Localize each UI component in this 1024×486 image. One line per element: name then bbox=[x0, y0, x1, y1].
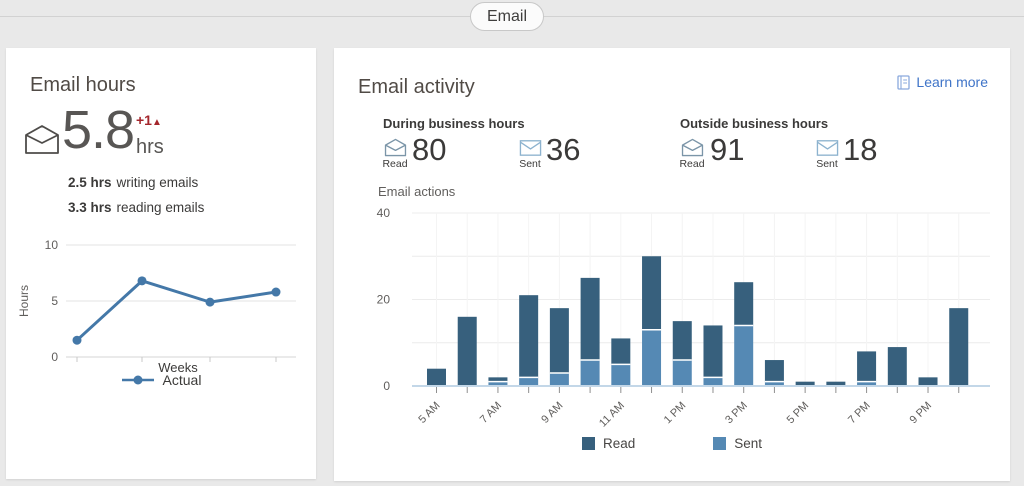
bar-sent bbox=[519, 377, 539, 386]
bar-sent bbox=[488, 381, 508, 386]
delta-up-icon: ▲ bbox=[151, 117, 162, 128]
sent-legend-label: Sent bbox=[734, 436, 763, 451]
learn-more-label: Learn more bbox=[916, 74, 988, 90]
email-activity-title: Email activity bbox=[358, 76, 475, 98]
bar-sent bbox=[580, 360, 600, 386]
x-tick-label: 1 PM bbox=[662, 400, 689, 427]
bar-sent bbox=[642, 329, 662, 386]
during-sent-stat: Sent bbox=[517, 138, 543, 170]
bar-read bbox=[949, 308, 969, 386]
bar-sent bbox=[611, 364, 631, 386]
writing-emails-row: 2.5 hrs writing emails bbox=[68, 175, 198, 190]
data-point bbox=[137, 276, 147, 286]
x-tick-label: 3 PM bbox=[723, 400, 750, 427]
email-activity-card: Email activity Learn more During busines… bbox=[334, 48, 1010, 481]
email-actions-bar-chart: Email actions 0 20 40 5 AM 7 AM 9 AM 11 AM 1 PM 3… bbox=[377, 184, 990, 430]
bar-sent bbox=[764, 381, 784, 386]
y-axis-title: Hours bbox=[17, 285, 31, 317]
actual-line bbox=[75, 279, 277, 342]
bar-sent bbox=[857, 381, 877, 386]
outside-read-stat: Read bbox=[679, 138, 705, 170]
y-tick-label: 5 bbox=[51, 294, 58, 308]
bar-read bbox=[826, 381, 846, 386]
data-point bbox=[271, 287, 281, 297]
bar-read bbox=[642, 256, 662, 330]
bar-read bbox=[427, 368, 446, 386]
bar-read bbox=[795, 381, 815, 386]
x-axis-title: Weeks bbox=[158, 360, 198, 375]
email-hours-legend: Actual bbox=[6, 372, 316, 388]
bar-read bbox=[703, 325, 723, 378]
email-hours-line-chart: 0 5 10 Hours Weeks bbox=[17, 238, 296, 375]
data-point bbox=[72, 335, 82, 345]
read-legend-swatch bbox=[581, 437, 595, 450]
bar-sent bbox=[549, 373, 569, 386]
writing-emails-label: writing emails bbox=[116, 175, 199, 190]
x-tick-label: 11 AM bbox=[597, 400, 627, 430]
y-tick-label: 40 bbox=[377, 206, 391, 220]
learn-more-link[interactable]: Learn more bbox=[897, 74, 988, 90]
bar-sent bbox=[672, 360, 692, 386]
actual-legend-label: Actual bbox=[162, 372, 202, 388]
x-tick-label: 9 PM bbox=[907, 400, 934, 427]
read-envelope-icon bbox=[681, 138, 703, 157]
data-point bbox=[205, 297, 215, 307]
bar-read bbox=[887, 347, 907, 386]
x-tick-label: 9 AM bbox=[539, 400, 565, 426]
y-tick-label: 10 bbox=[45, 238, 59, 252]
bar-sent bbox=[734, 325, 754, 386]
bar-read bbox=[857, 351, 877, 382]
bar-read bbox=[764, 360, 784, 382]
read-legend-label: Read bbox=[602, 436, 636, 451]
bar-sent bbox=[703, 377, 723, 386]
read-envelope-icon bbox=[384, 138, 406, 157]
bar-read bbox=[918, 377, 938, 386]
reading-emails-label: reading emails bbox=[116, 200, 205, 215]
open-envelope-icon bbox=[25, 125, 59, 154]
bar-read bbox=[611, 338, 631, 365]
bar-read bbox=[580, 277, 600, 361]
read-legend-item: Read bbox=[581, 436, 636, 451]
email-hours-value: 5.8 bbox=[62, 100, 135, 160]
writing-emails-value: 2.5 hrs bbox=[68, 175, 112, 190]
reading-emails-value: 3.3 hrs bbox=[68, 200, 112, 215]
journal-icon bbox=[897, 74, 911, 90]
sent-envelope-icon bbox=[519, 140, 541, 156]
email-hours-delta: +1▲ bbox=[136, 112, 162, 128]
y-tick-label: 0 bbox=[51, 350, 58, 364]
actual-line-marker-icon bbox=[121, 375, 154, 385]
outside-sent-stat: Sent bbox=[814, 138, 840, 170]
bar-read bbox=[519, 295, 539, 378]
x-tick-label: 7 AM bbox=[478, 400, 504, 426]
bar-read bbox=[488, 377, 508, 382]
y-tick-label: 20 bbox=[377, 293, 391, 307]
during-sent-value: 36 bbox=[546, 132, 581, 167]
x-tick-label: 5 PM bbox=[785, 400, 812, 427]
during-read-value: 80 bbox=[412, 132, 447, 167]
bar-read bbox=[457, 316, 477, 386]
email-hours-title: Email hours bbox=[30, 74, 136, 96]
email-hours-card: Email hours 5.8 +1▲ hrs 2.5 hrs writing e… bbox=[6, 48, 316, 479]
during-read-stat: Read bbox=[382, 138, 408, 170]
email-actions-legend: Read Sent bbox=[334, 436, 1010, 451]
x-tick-label: 5 AM bbox=[416, 400, 442, 426]
bar-read bbox=[549, 308, 569, 374]
outside-business-hours-label: Outside business hours bbox=[680, 116, 829, 131]
outside-read-value: 91 bbox=[710, 132, 745, 167]
sent-legend-swatch bbox=[713, 437, 727, 450]
tab-email[interactable]: Email bbox=[470, 2, 544, 31]
x-tick-label: 7 PM bbox=[846, 400, 873, 427]
outside-sent-value: 18 bbox=[843, 132, 878, 167]
during-business-hours-label: During business hours bbox=[383, 116, 525, 131]
reading-emails-row: 3.3 hrs reading emails bbox=[68, 200, 204, 215]
bar-read bbox=[734, 282, 754, 326]
email-hours-unit: hrs bbox=[136, 136, 164, 158]
sent-envelope-icon bbox=[816, 140, 838, 156]
tab-email-label: Email bbox=[486, 7, 527, 25]
y-tick-label: 0 bbox=[383, 379, 390, 393]
sent-legend-item: Sent bbox=[713, 436, 762, 451]
bar-read bbox=[672, 321, 692, 361]
chart-title: Email actions bbox=[378, 184, 456, 199]
